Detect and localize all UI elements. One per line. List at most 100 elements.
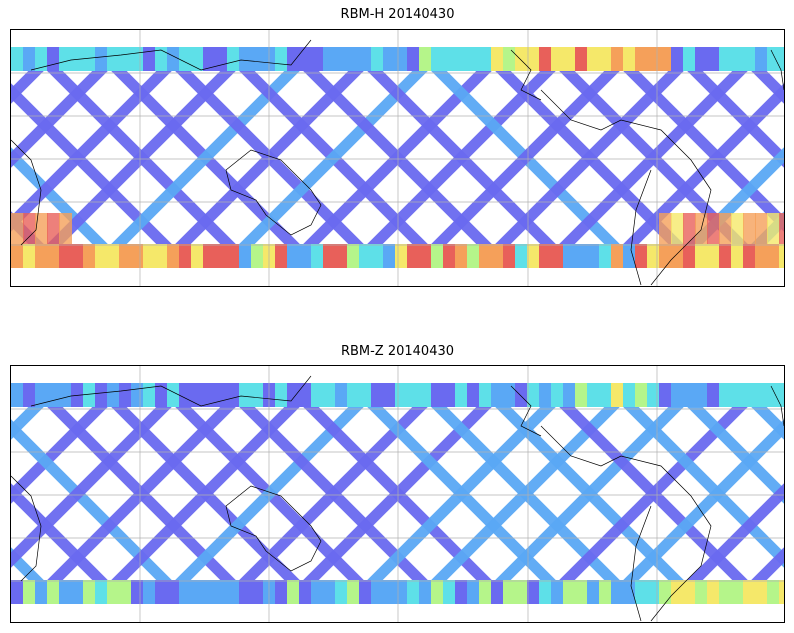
polar-band-cell-north xyxy=(95,383,108,407)
polar-band-cell-south xyxy=(599,244,612,268)
polar-band-cell-north xyxy=(23,383,36,407)
polar-band-cell-north xyxy=(539,383,552,407)
polar-band-cell-north xyxy=(143,383,156,407)
polar-band-cell-south xyxy=(527,580,540,604)
polar-band-cell-north xyxy=(299,47,312,71)
polar-band-cell-south xyxy=(683,580,696,604)
polar-band-cell-south xyxy=(407,580,420,604)
southern-swath-cell xyxy=(743,213,756,244)
southern-swath-cell xyxy=(707,213,720,244)
swath-descending xyxy=(411,383,640,604)
polar-band-cell-south xyxy=(215,580,228,604)
polar-band-cell-south xyxy=(671,244,684,268)
polar-band-cell-south xyxy=(539,580,552,604)
polar-band-cell-north xyxy=(119,383,132,407)
swath-descending xyxy=(91,383,320,604)
southern-swath-cell xyxy=(779,213,784,244)
polar-band-cell-south xyxy=(323,580,336,604)
swath-ascending xyxy=(731,47,784,104)
polar-band-cell-north xyxy=(503,47,516,71)
polar-band-cell-south xyxy=(287,244,300,268)
polar-band-cell-south xyxy=(527,244,540,268)
polar-band-cell-south xyxy=(383,244,396,268)
swath-descending xyxy=(27,383,256,604)
polar-band-cell-south xyxy=(599,580,612,604)
polar-band-cell-north xyxy=(215,47,228,71)
swath-map-rbm-z xyxy=(11,366,784,622)
polar-band-cell-south xyxy=(47,244,60,268)
polar-band-cell-south xyxy=(239,580,252,604)
polar-band-cell-north xyxy=(527,47,540,71)
polar-band-cell-north xyxy=(395,383,408,407)
southern-swath-cell xyxy=(659,213,672,244)
polar-band-cell-north xyxy=(383,47,396,71)
polar-band-cell-north xyxy=(575,47,588,71)
polar-band-cell-north xyxy=(779,383,784,407)
polar-band-cell-south xyxy=(263,580,276,604)
polar-band-cell-north xyxy=(383,383,396,407)
polar-band-cell-north xyxy=(275,383,288,407)
swath-descending xyxy=(219,383,448,604)
polar-band-cell-north xyxy=(611,383,624,407)
southern-swath-cell xyxy=(35,213,48,244)
polar-band-cell-north xyxy=(143,47,156,71)
polar-band-cell-south xyxy=(431,580,444,604)
polar-band-cell-north xyxy=(719,47,732,71)
swath-descending xyxy=(347,47,576,268)
polar-band-cell-north xyxy=(119,47,132,71)
polar-band-cell-north xyxy=(239,383,252,407)
polar-band-cell-south xyxy=(251,244,264,268)
polar-band-cell-south xyxy=(107,244,120,268)
polar-band-cell-south xyxy=(419,580,432,604)
polar-band-cell-south xyxy=(119,580,132,604)
polar-band-cell-north xyxy=(179,47,192,71)
polar-band-cell-north xyxy=(47,47,60,71)
polar-band-cell-north xyxy=(731,383,744,407)
polar-band-cell-north xyxy=(59,47,72,71)
polar-band-cell-north xyxy=(35,383,48,407)
polar-band-cell-south xyxy=(347,580,360,604)
coastline xyxy=(225,149,322,236)
polar-band-cell-north xyxy=(719,383,732,407)
swath-descending xyxy=(539,383,768,604)
polar-band-cell-south xyxy=(47,580,60,604)
polar-band-cell-south xyxy=(359,580,372,604)
polar-band-cell-south xyxy=(515,580,528,604)
swath-descending xyxy=(539,47,768,268)
coastline xyxy=(770,49,784,91)
polar-band-cell-south xyxy=(131,580,144,604)
polar-band-cell-north xyxy=(95,47,108,71)
coastline xyxy=(510,385,542,437)
polar-band-cell-south xyxy=(779,244,784,268)
polar-band-cell-north xyxy=(431,47,444,71)
polar-band-cell-south xyxy=(71,244,84,268)
coastline xyxy=(630,505,652,622)
polar-band-cell-north xyxy=(455,47,468,71)
polar-band-cell-north xyxy=(551,383,564,407)
polar-band-cell-north xyxy=(11,47,24,71)
polar-band-cell-south xyxy=(167,244,180,268)
polar-band-cell-south xyxy=(395,580,408,604)
coastline xyxy=(540,89,712,286)
swath-descending xyxy=(219,47,448,268)
polar-band-cell-south xyxy=(143,580,156,604)
polar-band-cell-south xyxy=(227,580,240,604)
polar-band-cell-south xyxy=(719,580,732,604)
southern-swath-cell xyxy=(767,213,780,244)
polar-band-cell-north xyxy=(287,383,300,407)
swaths xyxy=(11,47,784,268)
panel-title-rbm-h: RBM-H 20140430 xyxy=(340,7,455,22)
swath-descending xyxy=(155,383,384,604)
polar-band-cell-south xyxy=(35,244,48,268)
polar-band-cell-north xyxy=(647,47,660,71)
polar-band-cell-north xyxy=(623,47,636,71)
polar-band-cell-north xyxy=(443,383,456,407)
polar-band-cell-south xyxy=(455,580,468,604)
swath-map-rbm-h xyxy=(11,30,784,286)
polar-band-cell-north xyxy=(35,47,48,71)
polar-band-cell-north xyxy=(755,47,768,71)
polar-band-cell-north xyxy=(563,47,576,71)
polar-band-cell-north xyxy=(683,47,696,71)
polar-band-cell-south xyxy=(623,580,636,604)
polar-band-cell-north xyxy=(359,47,372,71)
